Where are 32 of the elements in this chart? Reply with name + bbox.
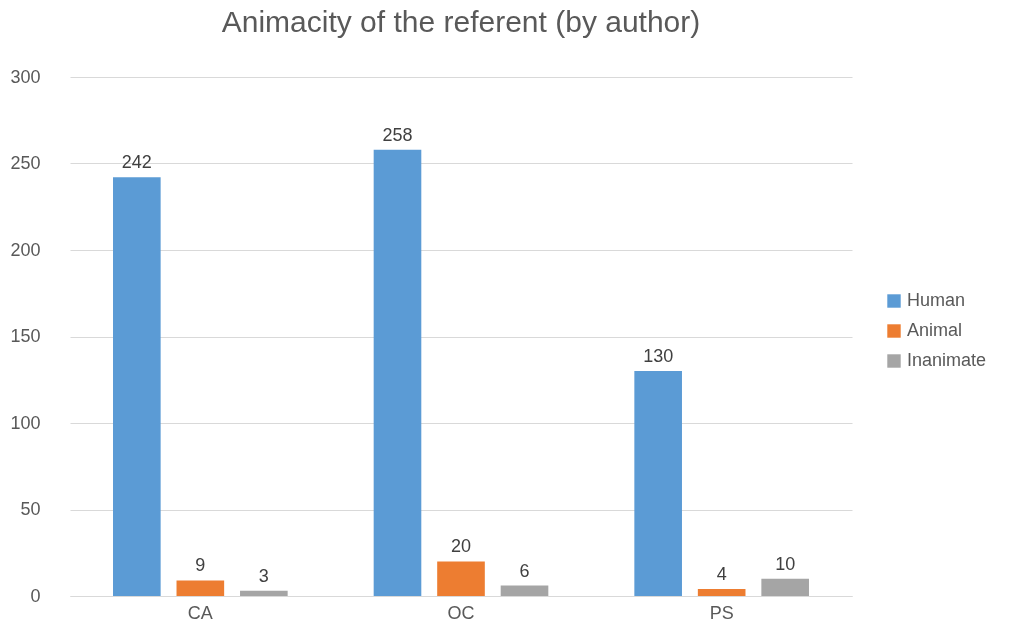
data-label: 10 <box>775 553 796 574</box>
bar <box>240 590 288 596</box>
bar <box>113 177 161 596</box>
legend-label: Human <box>907 290 966 310</box>
bar <box>500 585 549 596</box>
data-label: 3 <box>258 565 269 586</box>
chart-title: Animacity of the referent (by author) <box>221 5 701 38</box>
data-label: 6 <box>519 560 530 581</box>
x-tick-label: PS <box>709 602 734 623</box>
bar <box>373 149 422 596</box>
bar <box>634 371 682 596</box>
bar <box>697 589 746 596</box>
data-label: 9 <box>195 555 206 576</box>
y-tick-label: 0 <box>30 585 41 606</box>
y-tick-label: 300 <box>10 66 41 87</box>
y-tick-label: 250 <box>10 153 41 173</box>
data-label: 258 <box>382 124 413 145</box>
x-tick-label: CA <box>187 602 213 623</box>
y-tick-label: 50 <box>20 499 41 519</box>
data-label: 4 <box>716 564 727 585</box>
legend-label: Animal <box>907 320 963 340</box>
y-tick-label: 100 <box>10 412 41 433</box>
bar <box>176 580 225 596</box>
data-label: 130 <box>643 346 674 367</box>
y-tick-label: 200 <box>10 239 41 260</box>
x-tick-label: OC <box>447 602 475 623</box>
y-tick-label: 150 <box>10 326 41 346</box>
data-label: 20 <box>450 536 472 557</box>
legend-label: Inanimate <box>907 350 987 370</box>
bar <box>437 561 485 596</box>
bar <box>761 578 809 596</box>
data-label: 242 <box>121 152 152 173</box>
